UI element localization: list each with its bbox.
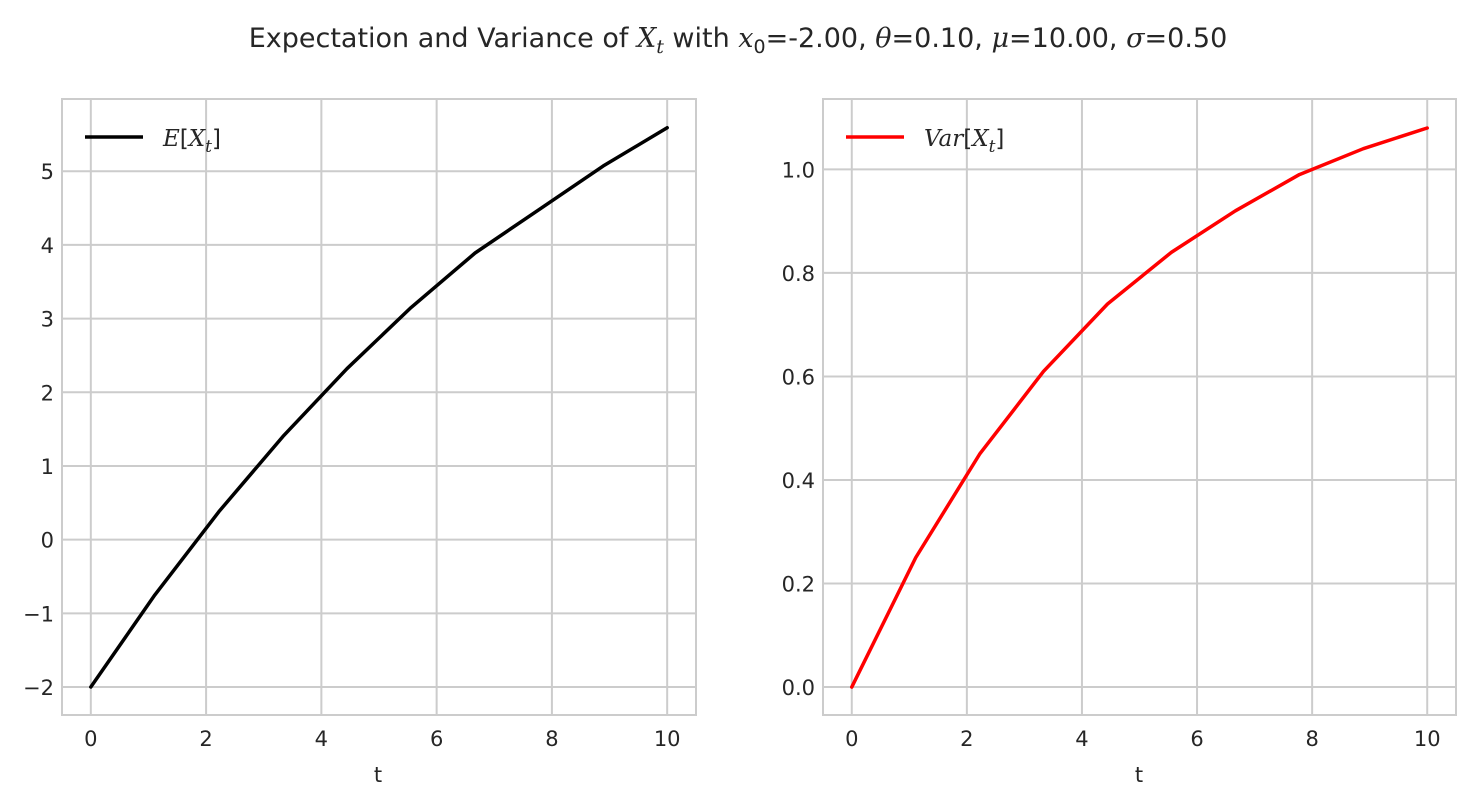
expectation-grid [62,99,696,715]
title-var-x: X [635,23,658,54]
variance-legend-label: Var[Xt] [924,126,1004,157]
title-sub-t: t [656,36,664,58]
variance-x-tick-label: 8 [1305,727,1318,751]
variance-grid [823,99,1456,715]
legend-var: X [970,126,990,152]
expectation-y-tick-label: 5 [41,160,54,184]
title-x0-value: =-2.00, [766,23,876,54]
title-mu: μ [991,23,1009,54]
variance-y-tick-label: 0.0 [782,676,815,700]
variance-x-tick-label: 10 [1414,727,1441,751]
expectation-y-tick-label: 4 [41,234,54,258]
expectation-ticks: 0 2 4 6 8 10 −2 −1 0 1 2 3 4 5 [23,160,681,751]
variance-y-tick-label: 0.4 [782,469,815,493]
title-theta: θ [875,23,891,54]
expectation-y-tick-label: 3 [41,308,54,332]
expectation-series-line [89,125,669,689]
title-sub-0: 0 [754,36,766,58]
variance-y-tick-label: 0.2 [782,573,815,597]
variance-legend: Var[Xt] [846,126,1004,157]
variance-y-tick-label: 0.6 [782,365,815,389]
expectation-x-tick-label: 4 [315,727,328,751]
expectation-x-tick-label: 8 [545,727,558,751]
variance-y-tick-label: 1.0 [782,158,815,182]
variance-frame [822,98,1457,716]
title-prefix: Expectation and Variance of [249,23,637,54]
expectation-x-tick-label: 10 [654,727,681,751]
legend-fn: Var [924,126,965,152]
title-sigma-value: =0.50 [1145,23,1228,54]
expectation-legend-label: E[Xt] [162,126,221,157]
variance-y-tick-label: 0.8 [782,262,815,286]
figure-title: Expectation and Variance of Xt with x0=-… [249,23,1228,58]
expectation-y-tick-label: 0 [41,529,54,553]
legend-open: [ [963,126,972,152]
title-var-x0: x [738,23,753,54]
expectation-legend: E[Xt] [85,126,221,157]
variance-x-tick-label: 2 [960,727,973,751]
expectation-axes: 0 2 4 6 8 10 −2 −1 0 1 2 3 4 5 t E[Xt] [23,98,697,787]
expectation-x-tick-label: 6 [430,727,443,751]
legend-open: [ [180,126,189,152]
title-with: with [664,23,738,54]
expectation-frame [61,98,697,716]
legend-close: ] [212,126,221,152]
legend-sub: t [989,137,996,157]
expectation-x-tick-label: 2 [199,727,212,751]
expectation-series [89,125,669,689]
title-mu-value: =10.00, [1009,23,1126,54]
title-sigma: σ [1126,23,1146,54]
expectation-x-tick-label: 0 [84,727,97,751]
expectation-y-tick-label: −1 [23,602,54,626]
variance-x-tick-label: 6 [1190,727,1203,751]
variance-series [850,126,1429,689]
title-theta-value: =0.10, [892,23,992,54]
variance-x-tick-label: 0 [845,727,858,751]
legend-var: X [187,126,207,152]
expectation-y-tick-label: −2 [23,676,54,700]
legend-close: ] [995,126,1004,152]
legend-sub: t [205,137,212,157]
variance-series-line [850,126,1429,689]
variance-x-axis-label: t [1135,763,1143,787]
expectation-y-tick-label: 2 [41,381,54,405]
variance-axes: 0 2 4 6 8 10 0.0 0.2 0.4 0.6 0.8 1.0 t Var[Xt] [782,98,1457,787]
expectation-axes-frame [61,98,697,716]
variance-x-tick-label: 4 [1075,727,1088,751]
variance-axes-frame [822,98,1457,716]
expectation-y-tick-label: 1 [41,455,54,479]
expectation-x-axis-label: t [374,763,382,787]
legend-fn: E [162,126,180,152]
variance-ticks: 0 2 4 6 8 10 0.0 0.2 0.4 0.6 0.8 1.0 [782,158,1441,751]
